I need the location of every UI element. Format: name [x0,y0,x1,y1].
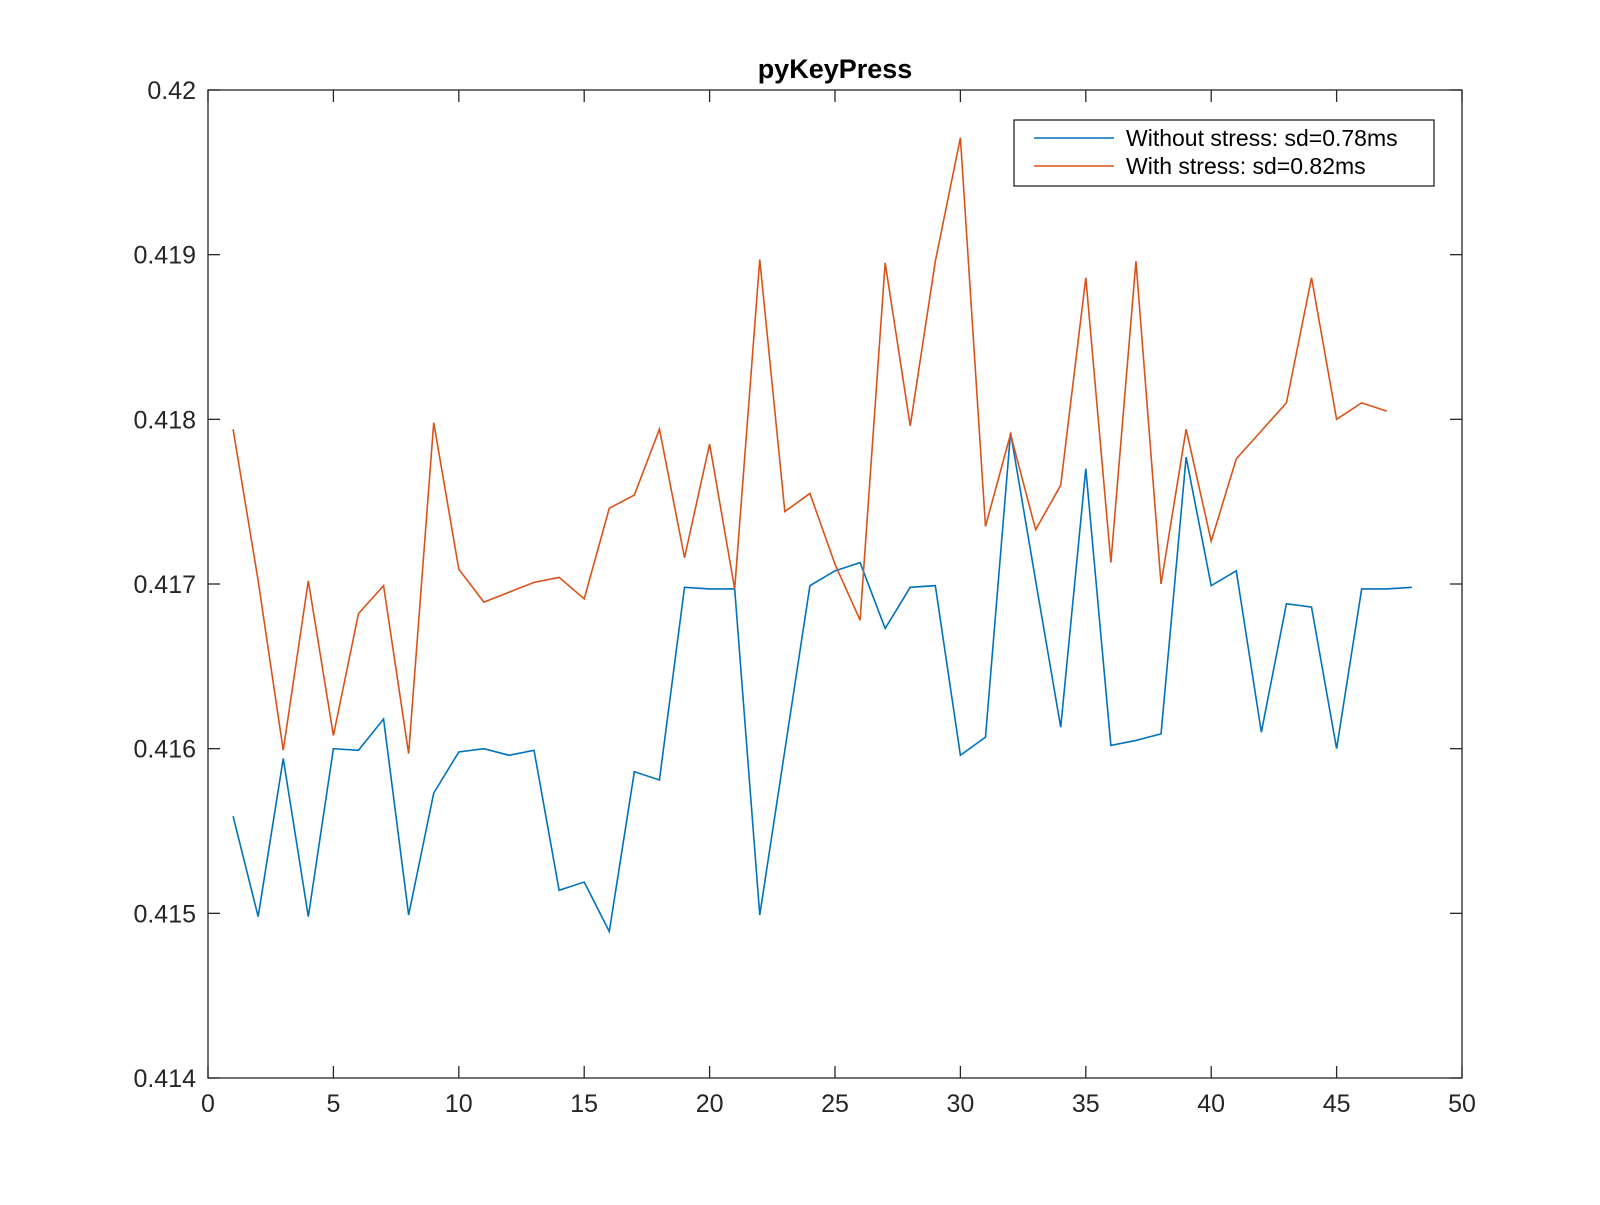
x-tick-label: 0 [201,1090,215,1118]
y-tick-label: 0.415 [133,900,196,928]
y-axis: 0.414 0.415 0.416 0.417 0.418 0.419 0.42 [133,77,1462,1093]
legend-label-1: Without stress: sd=0.78ms [1126,125,1398,151]
series-line-2 [232,137,1388,754]
x-tick-label: 30 [946,1090,974,1118]
x-axis: 0 5 10 15 20 25 30 35 40 45 50 [201,90,1476,1118]
x-tick-label: 35 [1072,1090,1100,1118]
x-tick-label: 10 [445,1090,473,1118]
legend-label-2: With stress: sd=0.82ms [1126,153,1366,179]
x-tick-label: 45 [1323,1090,1351,1118]
x-tick-label: 20 [696,1090,724,1118]
plot-area [207,89,1463,1079]
chart-title: pyKeyPress [758,54,913,84]
x-tick-label: 5 [326,1090,340,1118]
x-tick-label: 50 [1448,1090,1476,1118]
x-tick-label: 25 [821,1090,849,1118]
series-line-1 [232,432,1412,935]
y-tick-label: 0.42 [147,77,196,105]
legend-box [1013,119,1435,187]
y-tick-label: 0.418 [133,406,196,434]
x-tick-label: 15 [570,1090,598,1118]
plot-frame [207,89,1463,1079]
y-tick-label: 0.417 [133,571,196,599]
series-layer [232,137,1412,935]
y-tick-label: 0.419 [133,242,196,270]
y-tick-label: 0.416 [133,736,196,764]
y-tick-label: 0.414 [133,1065,196,1093]
x-tick-label: 40 [1197,1090,1225,1118]
